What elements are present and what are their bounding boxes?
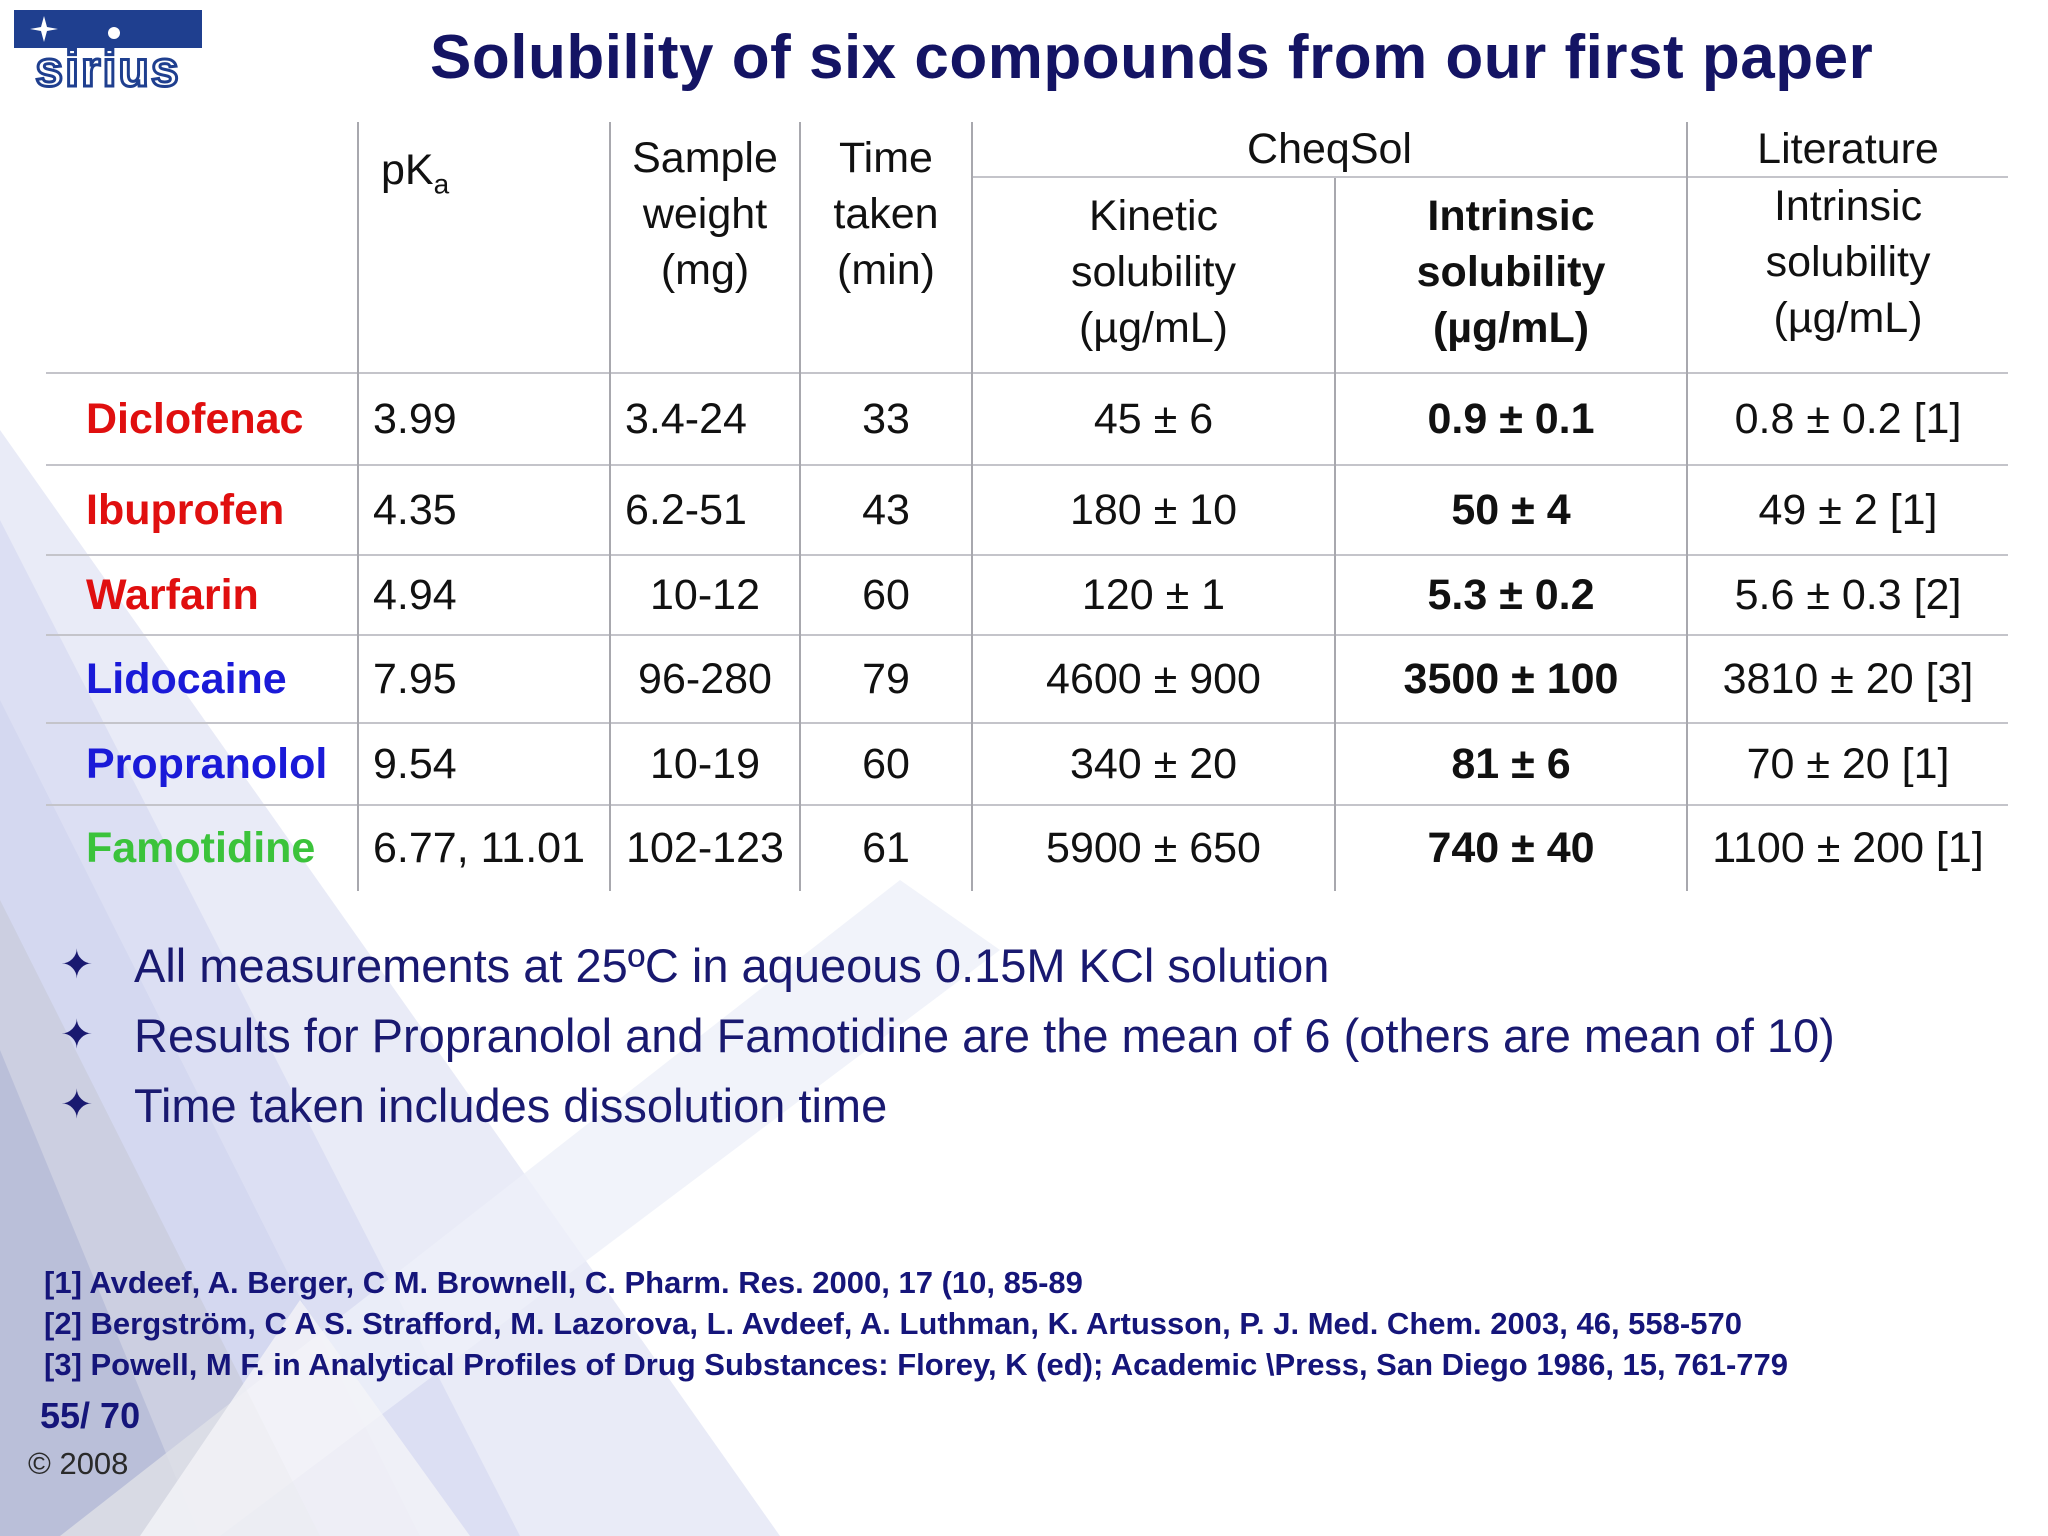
header-literature: Literature [1686, 122, 2009, 177]
time-cell: 60 [799, 554, 972, 635]
compound-name: Lidocaine [46, 634, 358, 723]
table-row: Ibuprofen 4.35 6.2-51 43 180 ± 10 50 ± 4… [46, 464, 2009, 555]
compound-name: Ibuprofen [46, 464, 358, 555]
pka-cell: 9.54 [357, 722, 610, 805]
reference-item: [3] Powell, M F. in Analytical Profiles … [44, 1347, 1789, 1382]
time-cell: 61 [799, 804, 972, 891]
literature-cell: 49 ± 2 [1] [1686, 464, 2009, 555]
reference-item: [1] Avdeef, A. Berger, C M. Brownell, C.… [44, 1265, 1083, 1300]
sirius-logo: sirius [14, 10, 204, 99]
intrinsic-cell: 740 ± 40 [1333, 804, 1688, 891]
slide-title: Solubility of six compounds from our fir… [430, 23, 1874, 92]
table-row: Warfarin 4.94 10-12 60 120 ± 1 5.3 ± 0.2… [46, 554, 2009, 635]
copyright: © 2008 [28, 1446, 129, 1481]
weight-cell: 10-19 [609, 722, 800, 805]
literature-cell: 0.8 ± 0.2 [1] [1686, 372, 2009, 465]
header-time-taken: Time taken (min) [799, 122, 972, 373]
bullet-item: ✦ Results for Propranolol and Famotidine … [60, 1008, 1835, 1062]
solubility-table: pKa Sample weight (mg) Time taken (min) Cheq… [46, 122, 2009, 891]
bullet-item: ✦ Time taken includes dissolution time [60, 1078, 888, 1132]
time-cell: 43 [799, 464, 972, 555]
compound-name: Warfarin [46, 554, 358, 635]
table-row: Famotidine 6.77, 11.01 102-123 61 5900 ±… [46, 804, 2009, 891]
pka-cell: 4.94 [357, 554, 610, 635]
time-cell: 33 [799, 372, 972, 465]
pka-cell: 3.99 [357, 372, 610, 465]
time-cell: 79 [799, 634, 972, 723]
literature-cell: 3810 ± 20 [3] [1686, 634, 2009, 723]
intrinsic-cell: 81 ± 6 [1333, 722, 1688, 805]
page-number: 55/ 70 [40, 1395, 141, 1436]
references: [1] Avdeef, A. Berger, C M. Brownell, C.… [44, 1262, 1788, 1385]
kinetic-cell: 5900 ± 650 [971, 804, 1335, 891]
literature-cell: 70 ± 20 [1] [1686, 722, 2009, 805]
compound-name: Diclofenac [46, 372, 358, 465]
time-cell: 60 [799, 722, 972, 805]
header-cheqsol: CheqSol [970, 122, 1688, 177]
kinetic-cell: 45 ± 6 [971, 372, 1335, 465]
four-point-star-icon: ✦ [60, 943, 94, 987]
header-lit-intrinsic: Intrinsic solubility (µg/mL) [1686, 176, 2009, 373]
table-row: Diclofenac 3.99 3.4-24 33 45 ± 6 0.9 ± 0… [46, 372, 2009, 465]
header-intrinsic: Intrinsic solubility (µg/mL) [1333, 176, 1688, 373]
kinetic-cell: 120 ± 1 [971, 554, 1335, 635]
pka-cell: 7.95 [357, 634, 610, 723]
intrinsic-cell: 3500 ± 100 [1333, 634, 1688, 723]
logo-text: sirius [35, 41, 180, 90]
four-point-star-icon: ✦ [60, 1013, 94, 1057]
compound-name: Famotidine [46, 804, 358, 891]
compound-name: Propranolol [46, 722, 358, 805]
literature-cell: 1100 ± 200 [1] [1686, 804, 2009, 891]
table-row: Propranolol 9.54 10-19 60 340 ± 20 81 ± … [46, 722, 2009, 805]
header-row-sub: Kinetic solubility (µg/mL) Intrinsic solubi… [46, 176, 2009, 373]
table-row: Lidocaine 7.95 96-280 79 4600 ± 900 3500… [46, 634, 2009, 723]
header-pka: pKa [357, 122, 610, 373]
header-empty [46, 122, 358, 373]
pka-cell: 6.77, 11.01 [357, 804, 610, 891]
header-row-top: pKa Sample weight (mg) Time taken (min) Cheq… [46, 122, 2009, 373]
header-sample-weight: Sample weight (mg) [609, 122, 800, 373]
weight-cell: 6.2-51 [609, 464, 800, 555]
bullet-item: ✦ All measurements at 25ºC in aqueous 0.1… [60, 938, 1330, 992]
reference-item: [2] Bergström, C A S. Strafford, M. Lazo… [44, 1306, 1742, 1341]
weight-cell: 10-12 [609, 554, 800, 635]
kinetic-cell: 180 ± 10 [971, 464, 1335, 555]
intrinsic-cell: 50 ± 4 [1333, 464, 1688, 555]
intrinsic-cell: 5.3 ± 0.2 [1333, 554, 1688, 635]
literature-cell: 5.6 ± 0.3 [2] [1686, 554, 2009, 635]
weight-cell: 3.4-24 [609, 372, 800, 465]
kinetic-cell: 4600 ± 900 [971, 634, 1335, 723]
weight-cell: 96-280 [609, 634, 800, 723]
four-point-star-icon: ✦ [60, 1083, 94, 1127]
header-kinetic: Kinetic solubility (µg/mL) [971, 176, 1335, 373]
intrinsic-cell: 0.9 ± 0.1 [1333, 372, 1688, 465]
bullet-list: ✦ All measurements at 25ºC in aqueous 0.1… [60, 930, 1835, 1140]
pka-cell: 4.35 [357, 464, 610, 555]
weight-cell: 102-123 [609, 804, 800, 891]
kinetic-cell: 340 ± 20 [971, 722, 1335, 805]
